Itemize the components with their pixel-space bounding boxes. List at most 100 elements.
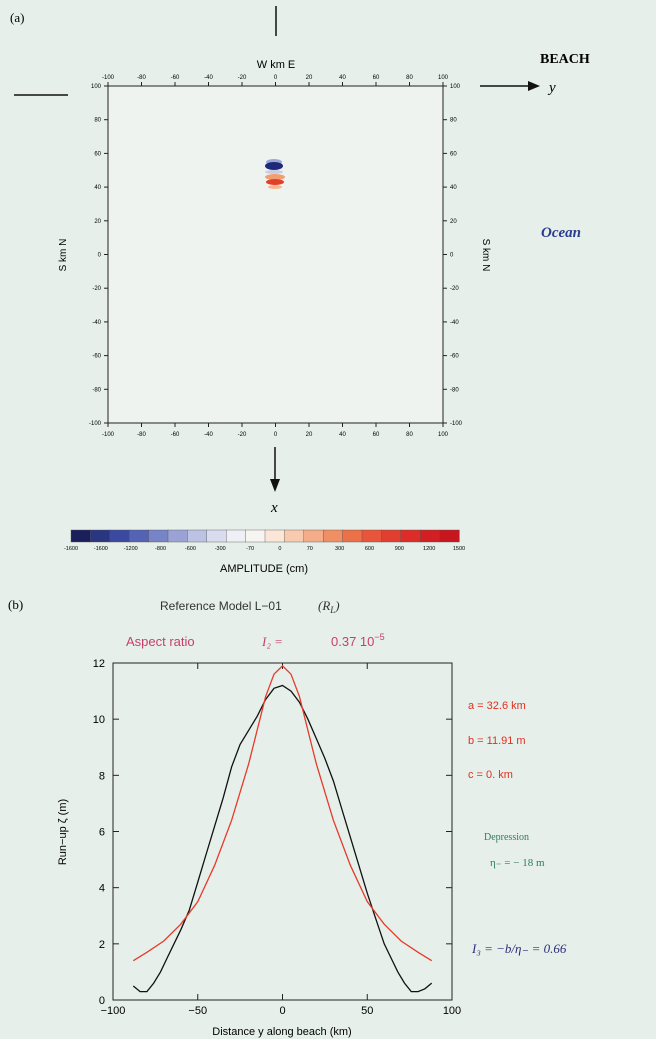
aspect-formula: I₂ = bbox=[261, 634, 283, 649]
colorbar-swatch bbox=[439, 529, 460, 543]
map-tick-label-bottom: -40 bbox=[204, 432, 213, 438]
chart-ticks: −100 −50 0 50 100 0 2 4 6 8 10 12 bbox=[93, 658, 461, 1017]
colorbar-swatch bbox=[245, 529, 266, 543]
i3-formula: I₃ = −b/η₋ = 0.66 bbox=[471, 941, 567, 956]
colorbar-swatch bbox=[90, 529, 111, 543]
param-c: c = 0. km bbox=[468, 769, 513, 781]
colorbar-swatch bbox=[381, 529, 402, 543]
map-tick-label-bottom: 0 bbox=[274, 432, 278, 438]
depression-value: η₋ = − 18 m bbox=[490, 857, 545, 869]
param-b: b = 11.91 m bbox=[468, 735, 526, 747]
chart-ytick-label: 8 bbox=[99, 770, 105, 782]
map-tick-label-bottom: 40 bbox=[339, 432, 346, 438]
map-tick-label-right: 0 bbox=[450, 253, 454, 259]
colorbar-swatch bbox=[128, 529, 150, 543]
map-tick-label-right: 80 bbox=[450, 118, 457, 124]
chart-ytick-label: 10 bbox=[93, 714, 105, 726]
map-tick-label-left: -60 bbox=[92, 354, 101, 360]
ocean-label: Ocean bbox=[541, 225, 581, 241]
map-tick-label-right: -40 bbox=[450, 320, 459, 326]
map-tick-label-left: 60 bbox=[94, 151, 101, 157]
chart-xlabel: Distance y along beach (km) bbox=[212, 1026, 351, 1038]
colorbar-swatch bbox=[264, 529, 285, 543]
colorbar-tick-label: 1200 bbox=[423, 546, 435, 552]
source-blob bbox=[265, 159, 285, 189]
colorbar-tick-label: 0 bbox=[278, 546, 281, 552]
colorbar-swatch bbox=[323, 529, 344, 543]
chart-ylabel: Run−up ζ (m) bbox=[57, 799, 69, 865]
map-tick-label-left: 80 bbox=[94, 118, 101, 124]
chart-xtick-label: −100 bbox=[101, 1005, 126, 1017]
colorbar-swatch bbox=[420, 529, 441, 543]
x-arrow-head-icon bbox=[270, 479, 280, 492]
map-tick-label-bottom: -60 bbox=[171, 432, 180, 438]
map-tick-label-top: -20 bbox=[238, 75, 247, 81]
map-tick-label-left: 100 bbox=[91, 84, 102, 90]
blob-mid bbox=[265, 170, 283, 174]
colorbar-tick-label: -800 bbox=[155, 546, 166, 552]
colorbar-swatch bbox=[342, 529, 363, 543]
map-tick-label-right: 60 bbox=[450, 151, 457, 157]
map-tick-label-bottom: 20 bbox=[306, 432, 313, 438]
x-arrow-label: x bbox=[270, 500, 278, 516]
panel-b-title: Reference Model L−01 bbox=[160, 599, 282, 613]
depression-label: Depression bbox=[484, 832, 529, 843]
map-tick-label-top: -60 bbox=[171, 75, 180, 81]
map-tick-label-right: -20 bbox=[450, 286, 459, 292]
colorbar-swatch bbox=[187, 529, 208, 543]
map-tick-label-left: 0 bbox=[98, 253, 102, 259]
y-arrow-head-icon bbox=[528, 81, 540, 91]
chart-xtick-label: 50 bbox=[361, 1005, 373, 1017]
y-arrow-label: y bbox=[547, 80, 556, 96]
param-a: a = 32.6 km bbox=[468, 700, 526, 712]
map-tick-label-left: -80 bbox=[92, 387, 101, 393]
colorbar-swatch bbox=[225, 529, 247, 543]
map-tick-label-bottom: 60 bbox=[373, 432, 380, 438]
map-tick-label-right: 100 bbox=[450, 84, 461, 90]
chart-frame bbox=[112, 662, 453, 1001]
map-tick-label-top: -80 bbox=[137, 75, 146, 81]
panel-b-model-tag: (RL) bbox=[318, 598, 340, 615]
map-tick-label-right: -80 bbox=[450, 387, 459, 393]
aspect-value: 0.37 10−5 bbox=[331, 632, 385, 649]
colorbar-tick-label: 600 bbox=[365, 546, 374, 552]
map-tick-label-bottom: -100 bbox=[102, 432, 115, 438]
map-tick-label-top: -40 bbox=[204, 75, 213, 81]
map-tick-label-top: -100 bbox=[102, 75, 115, 81]
map-tick-label-top: 80 bbox=[406, 75, 413, 81]
panel-b-label: (b) bbox=[8, 597, 23, 612]
map-tick-label-left: 40 bbox=[94, 185, 101, 191]
series-line-red bbox=[132, 664, 433, 962]
panel-a-label: (a) bbox=[10, 10, 24, 25]
colorbar-tick-label: -600 bbox=[185, 546, 196, 552]
colorbar-swatch bbox=[361, 529, 382, 543]
colorbar: -1600 -1600 -1200 -800 -600 -300 -70 0 70 300 600 9… bbox=[64, 529, 465, 552]
left-axis-label: S km N bbox=[58, 239, 69, 272]
series-line-black bbox=[132, 684, 433, 993]
map-frame bbox=[107, 85, 444, 424]
chart-ytick-label: 0 bbox=[99, 995, 105, 1007]
chart-ytick-label: 4 bbox=[99, 883, 105, 895]
colorbar-tick-label: -1600 bbox=[94, 546, 108, 552]
colorbar-swatch bbox=[148, 529, 169, 543]
map-tick-label-right: -60 bbox=[450, 354, 459, 360]
blob-blue-core bbox=[265, 162, 283, 170]
blob-red-tail bbox=[268, 185, 282, 189]
map-tick-label-top: 100 bbox=[438, 75, 449, 81]
map-tick-label-bottom: 100 bbox=[438, 432, 449, 438]
colorbar-tick-label: -1200 bbox=[124, 546, 138, 552]
map-tick-label-top: 60 bbox=[373, 75, 380, 81]
colorbar-tick-label: 900 bbox=[395, 546, 404, 552]
colorbar-swatch bbox=[284, 529, 305, 543]
map-tick-label-left: 20 bbox=[94, 219, 101, 225]
chart-xtick-label: −50 bbox=[188, 1005, 207, 1017]
map-tick-label-top: 0 bbox=[274, 75, 278, 81]
blob-orange bbox=[265, 174, 285, 180]
colorbar-tick-label: 70 bbox=[307, 546, 313, 552]
map-tick-label-bottom: -80 bbox=[137, 432, 146, 438]
colorbar-swatch bbox=[400, 529, 421, 543]
map-ticks: -100-100-80-80-60-60-40-40-20-2000202040… bbox=[89, 75, 463, 438]
aspect-label: Aspect ratio bbox=[126, 634, 195, 649]
map-tick-label-left: -100 bbox=[89, 421, 102, 427]
